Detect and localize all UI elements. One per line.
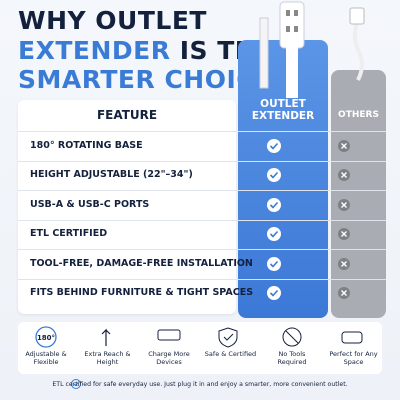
feature-panel (18, 100, 236, 314)
socket (294, 10, 298, 16)
benefit-label: Perfect for Any Space (329, 350, 378, 366)
icon-text: 180° (37, 334, 55, 342)
benefit-label: No Tools Required (277, 350, 307, 366)
benefit-label: Charge More Devices (148, 350, 190, 366)
socket (286, 10, 290, 16)
row-separator (18, 249, 386, 250)
title-line: SMARTER CHOICE (18, 65, 273, 94)
header-others: OTHERS (338, 110, 379, 120)
feature-label: ETL CERTIFIED (30, 228, 108, 240)
row-separator (18, 190, 386, 191)
row-separator (18, 160, 386, 162)
product-cord (259, 17, 269, 89)
cross-icon (338, 287, 350, 300)
icon-reach (101, 328, 111, 346)
feature-label: TOOL-FREE, DAMAGE-FREE INSTALLATION (30, 257, 253, 269)
cross-icon (338, 169, 350, 182)
highlight-column (238, 40, 328, 318)
feature-label: 180° ROTATING BASE (30, 139, 143, 151)
row-separator (18, 131, 386, 132)
feature-label: FITS BEHIND FURNITURE & TIGHT SPACES (30, 287, 254, 299)
icon-no-tools (285, 330, 299, 344)
check-icon (267, 256, 281, 271)
footer-note: ETL certified for safe everyday use. Jus… (52, 381, 348, 388)
row-separator (18, 219, 386, 221)
feature-label: HEIGHT ADJUSTABLE (22"–34") (30, 169, 193, 181)
feature-label: USB-A & USB-C PORTS (30, 198, 150, 210)
check-icon (267, 286, 281, 301)
check-icon (267, 197, 281, 212)
header-product: OUTLET EXTENDER (251, 98, 315, 122)
footer-icon (71, 379, 81, 389)
title-highlight: EXTENDER (18, 36, 171, 65)
check-icon (267, 138, 281, 153)
icon-safe (218, 327, 238, 348)
cross-icon (338, 228, 350, 241)
cross-icon (338, 139, 350, 152)
icon-rotate (35, 326, 57, 348)
row-separator (18, 278, 386, 280)
title-line: WHY OUTLET (18, 6, 207, 35)
others-cord (353, 19, 364, 81)
benefit-icons: 180° (35, 326, 363, 348)
others-column (331, 70, 386, 318)
socket (286, 26, 290, 32)
cross-icon (338, 198, 350, 211)
benefit-label: Extra Reach & Height (84, 350, 131, 366)
cross-icon (338, 257, 350, 270)
header-feature: FEATURE (96, 108, 158, 122)
benefit-label: Adjustable & Flexible (25, 350, 67, 366)
icon-charge (157, 329, 181, 341)
product-images (259, 1, 365, 98)
icon-space (341, 331, 363, 344)
check-icon (267, 168, 281, 183)
others-plug (349, 7, 365, 25)
benefits-band (18, 322, 382, 374)
check-icon (267, 227, 281, 242)
benefit-label: Safe & Certified (204, 350, 257, 358)
icon-no-tools (282, 327, 302, 347)
product-stand (286, 46, 298, 98)
title-line: EXTENDER IS THE (18, 36, 274, 65)
socket (294, 26, 298, 32)
product-outlet (279, 1, 305, 49)
